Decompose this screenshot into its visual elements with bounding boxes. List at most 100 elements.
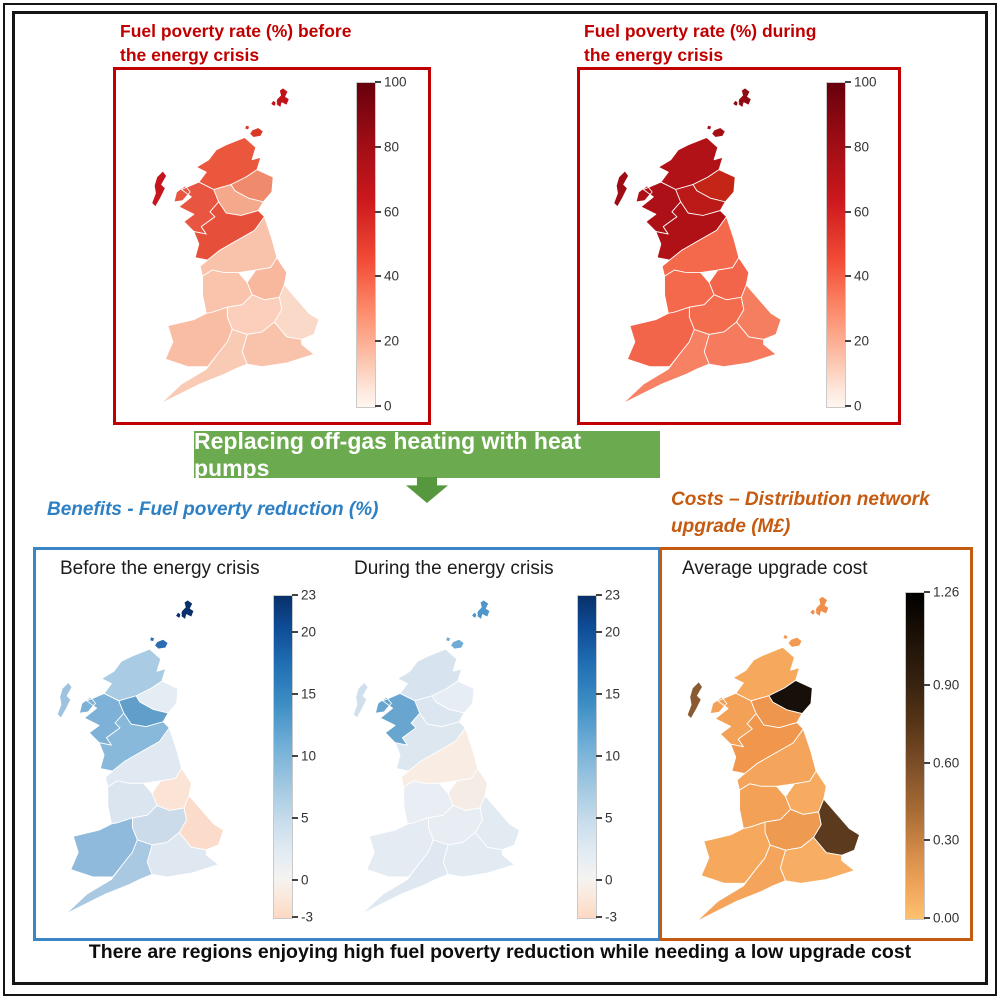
panel-title-red-during: Fuel poverty rate (%) during the energy …	[584, 21, 817, 65]
colorbar-tick-label: 80	[384, 139, 400, 155]
colorbar-red-during: 100 80 60 40 20 0	[826, 75, 896, 414]
colorbar-tick	[924, 591, 930, 593]
map-region-south_east_england	[241, 321, 315, 368]
colorbar-tick-label: 100	[854, 74, 877, 90]
colorbar-tick	[924, 684, 930, 687]
colorbar-tick-label: 0.60	[933, 755, 960, 771]
uk-map-reduction-during	[338, 590, 536, 920]
colorbar-tick	[845, 145, 851, 148]
colorbar-tick	[924, 761, 930, 764]
uk-map-fuel-poverty-before	[130, 78, 342, 410]
panel-red-before: 100 80 60 40 20 0	[113, 67, 431, 425]
colorbar-tick-label: 80	[854, 139, 870, 155]
colorbar-tick	[292, 878, 298, 881]
colorbar-gradient	[826, 82, 846, 408]
colorbar-tick-label: 10	[301, 748, 317, 764]
map-region-orkney	[706, 124, 726, 138]
colorbar-tick-label: 20	[384, 333, 400, 349]
colorbar-tick	[375, 340, 381, 343]
colorbar-gradient	[577, 595, 597, 919]
map-region-shetland	[809, 595, 830, 618]
colorbar-tick-label: 60	[384, 204, 400, 220]
colorbar-tick-label: 23	[301, 587, 317, 603]
colorbar-tick	[292, 631, 298, 634]
colorbar-tick	[375, 275, 381, 278]
colorbar-red-before: 100 80 60 40 20 0	[356, 75, 426, 414]
colorbar-tick-label: 15	[605, 686, 621, 702]
colorbar-tick	[924, 917, 930, 919]
colorbar-tick	[596, 816, 602, 819]
colorbar-tick-label: 15	[301, 686, 317, 702]
panel-label-before-crisis: Before the energy crisis	[60, 558, 260, 579]
map-region-south_west_england	[65, 839, 153, 915]
panel-title-red-before: Fuel poverty rate (%) before the energy …	[120, 21, 352, 65]
colorbar-tick	[596, 594, 602, 596]
colorbar-tick	[292, 916, 298, 918]
colorbar-gradient	[905, 592, 925, 920]
colorbar-tick-label: 5	[301, 810, 309, 826]
map-region-orkney	[149, 636, 169, 650]
colorbar-tick-label: 60	[854, 204, 870, 220]
map-region-south_west_england	[621, 329, 710, 405]
uk-map-fuel-poverty-during	[592, 78, 804, 410]
map-region-hebrides	[151, 170, 168, 208]
colorbar-tick	[845, 405, 851, 407]
colorbar-tick	[375, 210, 381, 213]
colorbar-tick-label: -3	[605, 909, 618, 925]
colorbar-tick	[845, 81, 851, 83]
colorbar-blue-before: 23 20 15 10 5 0 -3	[273, 588, 343, 925]
panel-label-average-upgrade-cost: Average upgrade cost	[682, 558, 868, 579]
map-region-west_scotland	[709, 692, 757, 748]
colorbar-tick	[292, 816, 298, 819]
colorbar-tick-label: 100	[384, 74, 407, 90]
panel-label-during-crisis: During the energy crisis	[354, 558, 554, 579]
uk-map-upgrade-cost	[666, 586, 882, 928]
colorbar-tick-label: 0	[854, 398, 862, 414]
colorbar-tick-label: 40	[854, 268, 870, 284]
colorbar-tick-label: 20	[854, 333, 870, 349]
colorbar-tick	[596, 916, 602, 918]
colorbar-tick	[845, 340, 851, 343]
map-region-south_east_england	[146, 832, 220, 878]
uk-map-reduction-before	[42, 590, 240, 920]
colorbar-tick	[375, 405, 381, 407]
map-region-south_west_england	[695, 844, 786, 923]
colorbar-tick	[924, 839, 930, 842]
map-region-south_east_england	[779, 836, 855, 884]
colorbar-tick	[292, 755, 298, 757]
colorbar-tick-label: 0.30	[933, 832, 960, 848]
colorbar-tick-label: 20	[605, 624, 621, 640]
map-region-hebrides	[613, 170, 630, 208]
colorbar-tick	[292, 693, 298, 696]
map-region-south_east_england	[442, 832, 516, 878]
map-region-hebrides	[686, 681, 703, 720]
colorbar-gradient	[273, 595, 293, 919]
colorbar-tick	[292, 594, 298, 596]
colorbar-tick-label: 0.00	[933, 910, 960, 926]
map-region-south_west_england	[159, 329, 248, 405]
map-region-orkney	[244, 124, 264, 138]
map-region-shetland	[732, 87, 752, 109]
map-region-hebrides	[56, 681, 73, 719]
colorbar-tick	[845, 275, 851, 278]
colorbar-tick-label: 0	[384, 398, 392, 414]
map-region-shetland	[175, 599, 195, 620]
panel-red-during: 100 80 60 40 20 0	[577, 67, 901, 425]
colorbar-tick	[596, 631, 602, 634]
map-region-south_west_england	[361, 839, 449, 915]
colorbar-tick-label: 0	[301, 872, 309, 888]
map-region-orkney	[782, 634, 803, 648]
map-region-hebrides	[352, 681, 369, 719]
colorbar-tick-label: 10	[605, 748, 621, 764]
colorbar-tick	[375, 81, 381, 83]
panel-benefits: Before the energy crisis During the ener…	[33, 547, 661, 941]
map-region-orkney	[445, 636, 465, 650]
colorbar-tick-label: 0	[605, 872, 613, 888]
colorbar-tick-label: 20	[301, 624, 317, 640]
colorbar-blue-during: 23 20 15 10 5 0 -3	[577, 588, 647, 925]
map-region-south_east_england	[703, 321, 777, 368]
colorbar-tick	[596, 755, 602, 757]
caption: There are regions enjoying high fuel pov…	[88, 941, 912, 963]
colorbar-tick-label: 1.26	[933, 584, 960, 600]
